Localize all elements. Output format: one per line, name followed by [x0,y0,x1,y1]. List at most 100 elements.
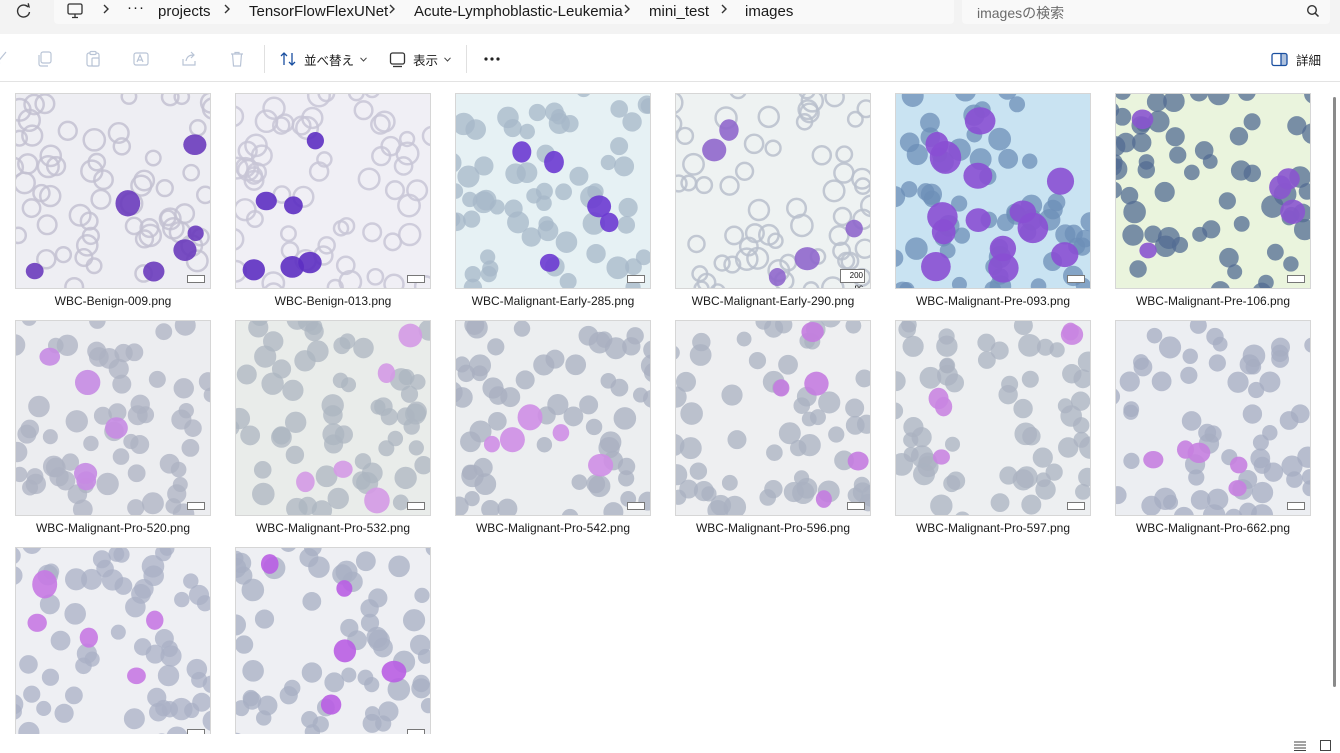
search-input[interactable]: imagesの検索 [962,0,1330,24]
file-item[interactable]: WBC-Malignant-Early-285.png [455,93,651,320]
details-pane-button[interactable]: 詳細 [1271,49,1321,69]
scale-bar [1067,502,1085,510]
scale-bar [407,502,425,510]
blood-smear-image [16,548,210,734]
file-name[interactable]: WBC-Malignant-Pro-520.png [35,521,191,535]
more-options-icon[interactable] [482,50,502,68]
file-name[interactable]: WBC-Malignant-Early-290.png [691,294,855,308]
image-thumbnail[interactable] [235,93,431,289]
chevron-down-icon [360,56,367,62]
file-item[interactable]: 200 pc WBC-Malignant-Early-290.png [675,93,871,320]
delete-icon[interactable] [228,50,246,68]
file-name[interactable]: WBC-Malignant-Pre-093.png [915,294,1071,308]
scale-bar [1287,275,1305,283]
image-thumbnail[interactable] [455,93,651,289]
image-thumbnail[interactable] [1115,93,1311,289]
blood-smear-image [236,94,430,288]
chevron-right-icon[interactable] [387,2,397,16]
breadcrumb-images[interactable]: images [745,3,794,20]
file-view: WBC-Benign-009.png WBC-Benign-013.png WBC-… [0,82,1330,734]
scale-bar [407,275,425,283]
breadcrumb-overflow[interactable]: ··· [127,0,145,16]
file-item[interactable]: WBC-Malignant-Pro-597.png [895,320,1091,547]
command-bar: 並べ替え 表示 詳細 [0,36,1340,82]
image-thumbnail[interactable] [455,320,651,516]
address-row: ··· projects TensorFlowFlexUNet Acute-Ly… [0,0,1340,34]
rename-icon[interactable] [132,50,150,68]
share-icon[interactable] [180,50,198,68]
scale-bar [1287,502,1305,510]
blood-smear-image [676,321,870,515]
scale-bar [187,275,205,283]
view-icon [389,51,406,67]
toolbar-divider [264,45,265,73]
image-thumbnail[interactable] [675,320,871,516]
file-item[interactable]: WBC-Benign-009.png [15,93,211,320]
paste-icon[interactable] [84,50,102,68]
scale-bar [847,502,865,510]
file-item[interactable]: WBC-Malignant-Pro-662.png [1115,320,1311,547]
file-name[interactable]: WBC-Malignant-Pro-532.png [255,521,411,535]
details-label: 詳細 [1296,53,1322,68]
scale-bar [187,729,205,734]
file-name[interactable]: WBC-Malignant-Pro-542.png [475,521,631,535]
view-label: 表示 [413,53,439,68]
vertical-scrollbar[interactable] [1333,97,1336,687]
scale-bar [187,502,205,510]
scale-bar [627,502,645,510]
image-thumbnail[interactable]: 200 pc [675,93,871,289]
chevron-right-icon[interactable] [622,2,632,16]
blood-smear-image [236,548,430,734]
image-thumbnail[interactable] [1115,320,1311,516]
image-thumbnail[interactable] [895,320,1091,516]
refresh-icon[interactable] [13,2,35,20]
scale-bar [627,275,645,283]
file-item[interactable]: WBC-Benign-013.png [235,93,431,320]
file-name[interactable]: WBC-Benign-009.png [54,294,172,308]
chevron-right-icon[interactable] [719,2,729,16]
file-grid: WBC-Benign-009.png WBC-Benign-013.png WBC-… [15,93,1315,734]
blood-smear-image [896,94,1090,288]
image-thumbnail[interactable] [15,320,211,516]
image-thumbnail[interactable] [15,547,211,734]
file-name[interactable]: WBC-Benign-013.png [274,294,392,308]
file-item[interactable]: WBC-Malignant-Pre-106.png [1115,93,1311,320]
file-item[interactable]: WBC-Malignant-Pro-520.png [15,320,211,547]
image-thumbnail[interactable] [235,547,431,734]
large-icons-view-icon[interactable] [1320,740,1331,751]
chevron-right-icon[interactable] [222,2,232,16]
file-name[interactable]: WBC-Malignant-Pro-597.png [915,521,1071,535]
file-item[interactable] [15,547,211,734]
breadcrumb-mini-test[interactable]: mini_test [649,3,710,20]
copy-icon[interactable] [36,50,54,68]
image-thumbnail[interactable] [895,93,1091,289]
blood-smear-image [896,321,1090,515]
sort-button[interactable]: 並べ替え [279,48,367,70]
file-item[interactable]: WBC-Malignant-Pro-532.png [235,320,431,547]
breadcrumb-acute-lymphoblastic-leukemia[interactable]: Acute-Lymphoblastic-Leukemia [414,3,623,20]
file-name[interactable]: WBC-Malignant-Early-285.png [471,294,635,308]
image-thumbnail[interactable] [235,320,431,516]
blood-smear-image [16,321,210,515]
computer-icon[interactable] [66,2,84,20]
details-view-icon[interactable] [1294,741,1306,751]
breadcrumb-tensorflowflexunet[interactable]: TensorFlowFlexUNet [249,3,389,20]
blood-smear-image [1116,321,1310,515]
breadcrumb-projects[interactable]: projects [158,3,211,20]
scale-bar [1067,275,1085,283]
blood-smear-image [456,321,650,515]
file-name[interactable]: WBC-Malignant-Pro-662.png [1135,521,1291,535]
image-thumbnail[interactable] [15,93,211,289]
file-item[interactable]: WBC-Malignant-Pro-596.png [675,320,871,547]
file-name[interactable]: WBC-Malignant-Pre-106.png [1135,294,1291,308]
cut-icon[interactable] [0,50,10,68]
file-name[interactable]: WBC-Malignant-Pro-596.png [695,521,851,535]
view-button[interactable]: 表示 [389,48,451,70]
file-item[interactable]: WBC-Malignant-Pre-093.png [895,93,1091,320]
chevron-right-icon[interactable] [101,2,111,16]
file-item[interactable] [235,547,431,734]
breadcrumb[interactable]: ··· projects TensorFlowFlexUNet Acute-Ly… [54,0,954,24]
file-item[interactable]: WBC-Malignant-Pro-542.png [455,320,651,547]
search-icon[interactable] [1306,4,1320,18]
blood-smear-image [236,321,430,515]
